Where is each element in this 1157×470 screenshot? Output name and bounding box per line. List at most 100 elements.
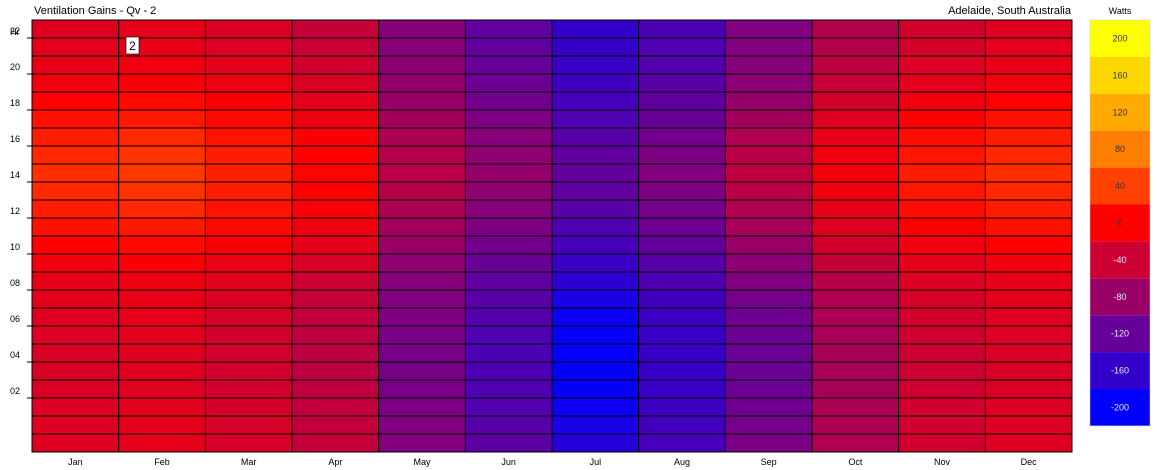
- heatmap-cell: [552, 92, 639, 110]
- x-axis-labels: Jan Feb Mar Apr May Jun Jul Aug Sep Oct Nov Dec: [68, 457, 1037, 467]
- heatmap-cell: [638, 74, 726, 92]
- column-dividers: [118, 20, 986, 452]
- heatmap-cell: [985, 164, 1072, 182]
- heatmap-cell: [465, 182, 552, 200]
- legend-title: Watts: [1109, 6, 1132, 16]
- heatmap-cell: [638, 38, 726, 56]
- legend-swatch: [1090, 315, 1150, 353]
- heatmap-cell: [378, 200, 466, 218]
- heatmap-cell: [552, 56, 639, 74]
- heatmap-cell: [205, 56, 292, 74]
- heatmap-cell: [465, 110, 552, 128]
- heatmap-cell: [292, 272, 379, 290]
- heatmap-cell: [898, 74, 986, 92]
- heatmap-cell: [378, 308, 466, 326]
- heatmap-cell: [898, 398, 986, 416]
- heatmap-cell: [205, 254, 292, 272]
- heatmap-cell: [118, 110, 206, 128]
- heatmap-cell: [985, 56, 1072, 74]
- heatmap-cell: [638, 434, 726, 452]
- heatmap-cell: [552, 200, 639, 218]
- heatmap-cell: [638, 182, 726, 200]
- x-tick-label: Oct: [848, 457, 863, 467]
- heatmap-cell: [205, 362, 292, 380]
- heatmap-cell: [118, 326, 206, 344]
- heatmap-cell: [638, 20, 726, 38]
- y-tick-label: 14: [10, 170, 20, 180]
- heatmap-cell: [378, 272, 466, 290]
- heatmap-cell: [898, 308, 986, 326]
- heatmap-cell: [552, 38, 639, 56]
- heatmap-cell: [292, 434, 379, 452]
- heatmap-cell: [985, 380, 1072, 398]
- y-tick-label: 12: [10, 206, 20, 216]
- heatmap-cell: [812, 326, 899, 344]
- heatmap-cell: [118, 290, 206, 308]
- heatmap-cell: [985, 290, 1072, 308]
- y-tick-label: 10: [10, 242, 20, 252]
- heatmap-cell: [118, 380, 206, 398]
- heatmap-cell: [32, 362, 119, 380]
- heatmap-cell: [898, 92, 986, 110]
- heatmap-cell: [32, 164, 119, 182]
- heatmap-cell: [205, 146, 292, 164]
- heatmap-cell: [898, 182, 986, 200]
- annotation-text: 2: [129, 39, 136, 53]
- heatmap-cell: [985, 128, 1072, 146]
- heatmap-cell: [898, 146, 986, 164]
- heatmap-cell: [465, 272, 552, 290]
- heatmap-cell: [898, 218, 986, 236]
- heatmap-cell: [725, 56, 812, 74]
- legend-swatch: [1090, 241, 1150, 279]
- heatmap-cell: [205, 20, 292, 38]
- heatmap-cell: [812, 38, 899, 56]
- heatmap-cell: [292, 20, 379, 38]
- heatmap-cell: [292, 398, 379, 416]
- heatmap-cell: [812, 398, 899, 416]
- heatmap-cell: [812, 146, 899, 164]
- heatmap-cell: [292, 128, 379, 146]
- heatmap-cell: [638, 272, 726, 290]
- heatmap-cell: [898, 326, 986, 344]
- heatmap-cell: [812, 92, 899, 110]
- heatmap-cell: [118, 416, 206, 434]
- heatmap-cell: [638, 290, 726, 308]
- heatmap-cell: [465, 254, 552, 272]
- heatmap-cell: [985, 362, 1072, 380]
- heatmap-cell: [465, 200, 552, 218]
- heatmap-cell: [205, 434, 292, 452]
- heatmap-cell: [465, 290, 552, 308]
- legend-swatch: [1090, 93, 1150, 131]
- legend-swatch: [1090, 20, 1150, 57]
- heatmap-cell: [985, 416, 1072, 434]
- heatmap-cell: [812, 182, 899, 200]
- heatmap-cell: [378, 326, 466, 344]
- heatmap-cell: [378, 380, 466, 398]
- heatmap-cell: [205, 128, 292, 146]
- heatmap-cell: [292, 416, 379, 434]
- heatmap-cell: [725, 146, 812, 164]
- heatmap-cell: [812, 434, 899, 452]
- heatmap-cell: [378, 290, 466, 308]
- heatmap-cell: [552, 20, 639, 38]
- heatmap-cell: [638, 254, 726, 272]
- heatmap-cell: [378, 236, 466, 254]
- heatmap-cell: [812, 362, 899, 380]
- heatmap-cell: [638, 200, 726, 218]
- heatmap-cell: [118, 146, 206, 164]
- heatmap-cell: [898, 254, 986, 272]
- heatmap-cell: [552, 416, 639, 434]
- heatmap-cell: [205, 110, 292, 128]
- heatmap-cell: [552, 218, 639, 236]
- x-tick-label: Dec: [1021, 457, 1038, 467]
- heatmap-cell: [898, 236, 986, 254]
- heatmap-cell: [205, 326, 292, 344]
- heatmap-cell: [985, 308, 1072, 326]
- x-tick-label: Mar: [241, 457, 257, 467]
- legend-label: 40: [1115, 181, 1125, 191]
- heatmap-cell: [32, 56, 119, 74]
- legend-swatch: [1090, 56, 1150, 94]
- heatmap-cell: [292, 146, 379, 164]
- legend-label: -80: [1113, 292, 1126, 302]
